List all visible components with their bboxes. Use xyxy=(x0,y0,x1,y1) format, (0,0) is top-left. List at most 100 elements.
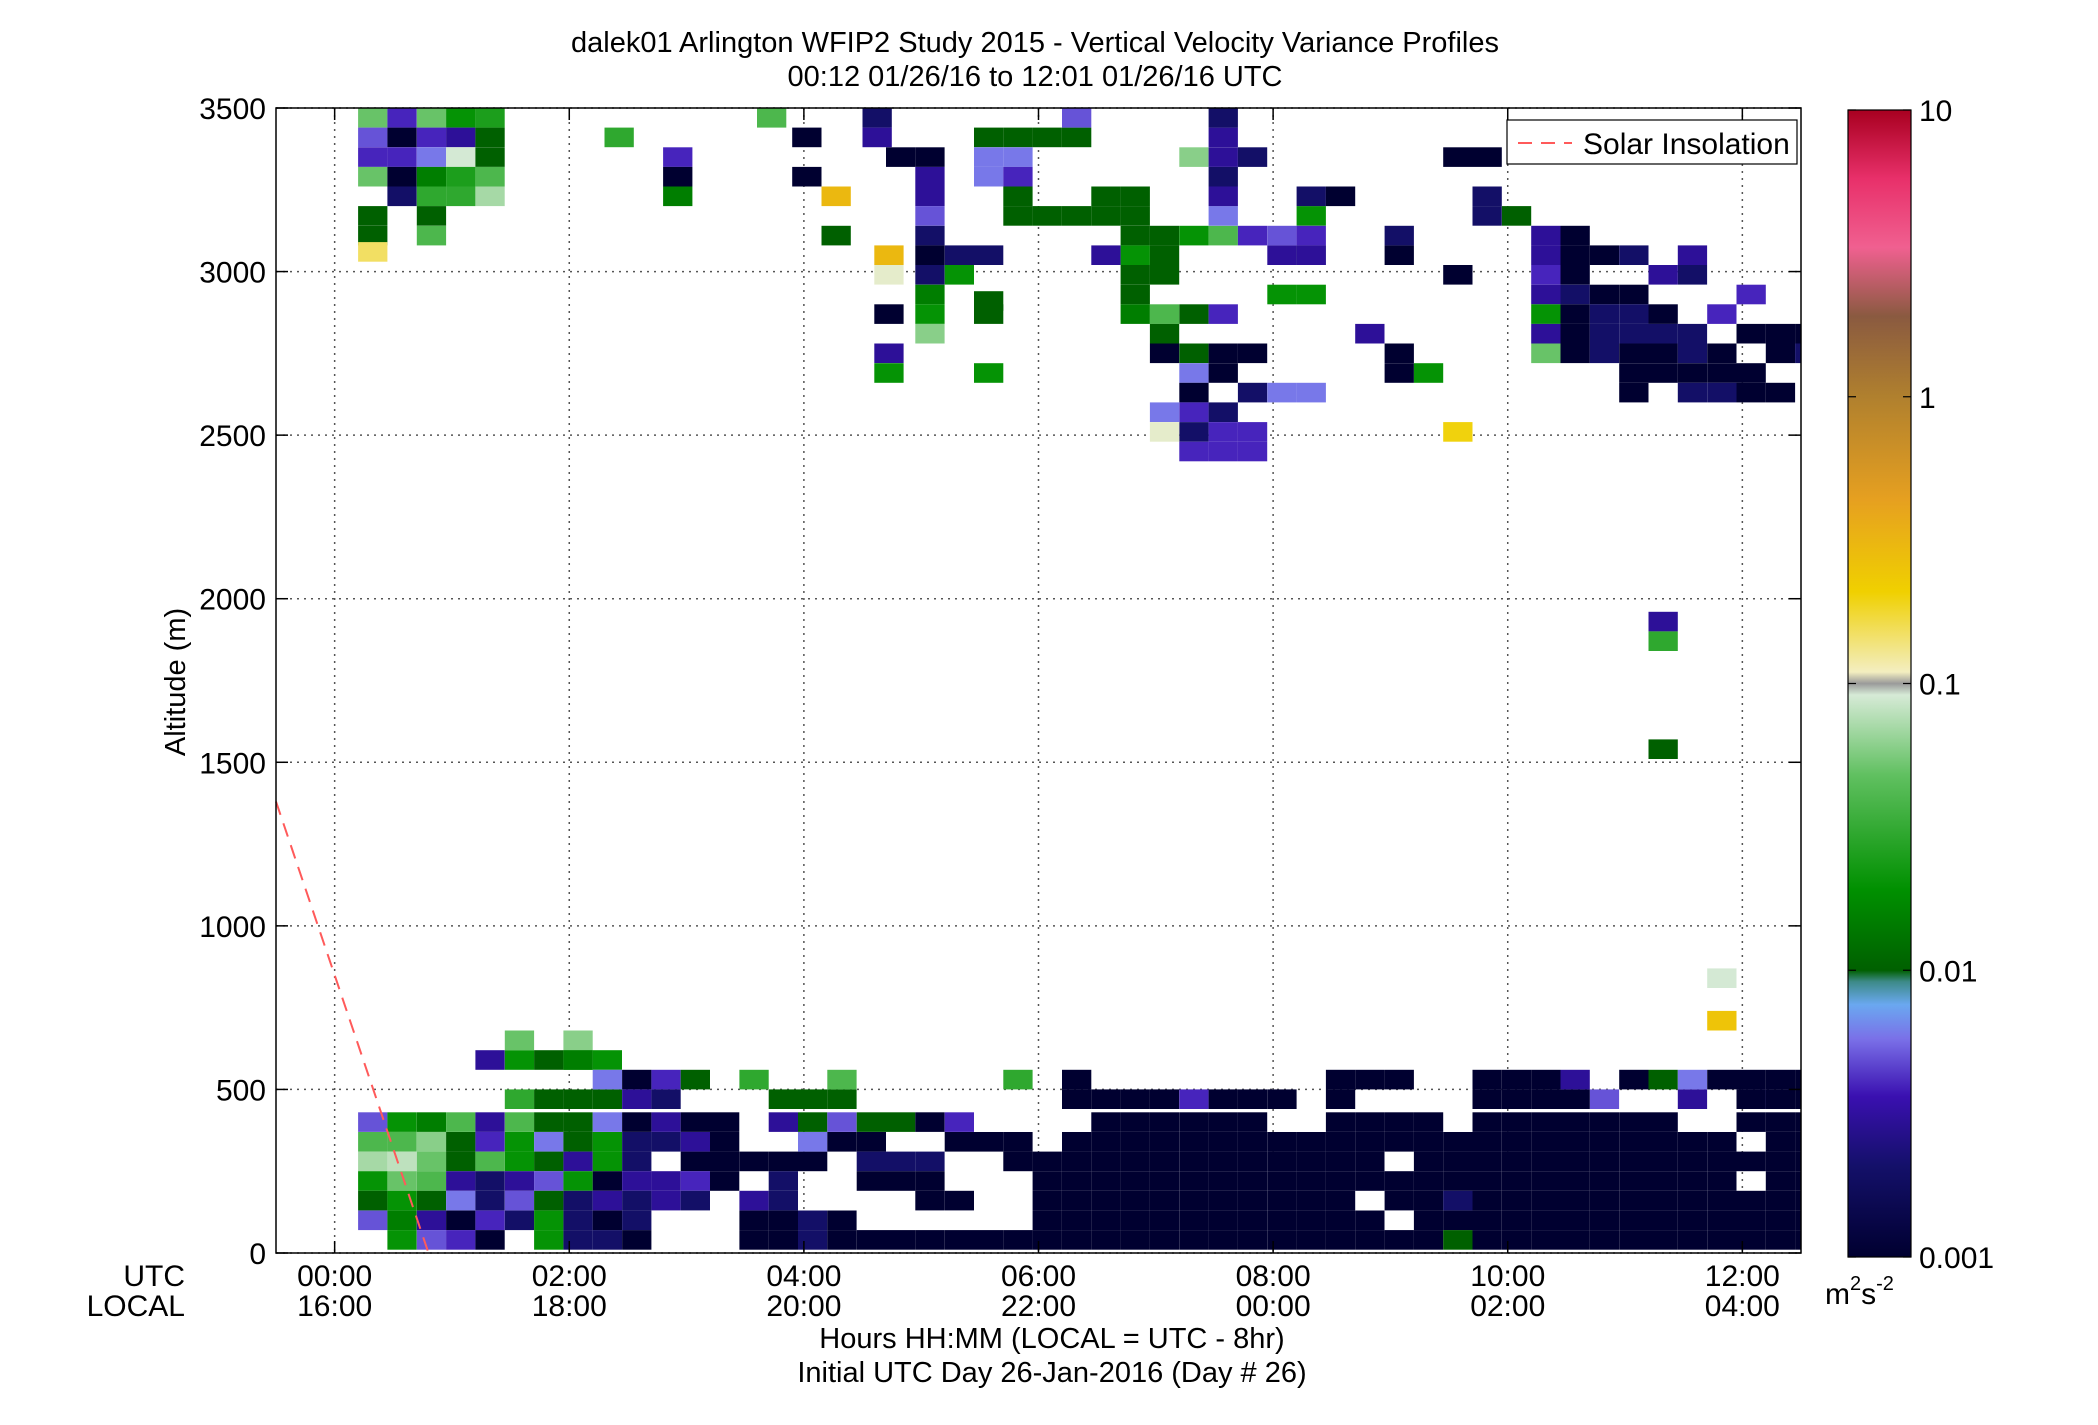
heatmap-cell xyxy=(1237,1190,1268,1211)
heatmap-cell xyxy=(1765,323,1796,344)
heatmap-cell xyxy=(504,1210,535,1231)
heatmap-cell xyxy=(1443,147,1473,167)
heatmap-cell xyxy=(1091,1171,1121,1191)
heatmap-cell xyxy=(387,1132,417,1152)
heatmap-cell xyxy=(1237,382,1268,403)
heatmap-cell xyxy=(710,1151,740,1172)
heatmap-cell xyxy=(915,323,945,344)
heatmap-cell xyxy=(1472,147,1502,167)
heatmap-cell xyxy=(1531,1069,1561,1090)
heatmap-cell xyxy=(592,1210,622,1231)
heatmap-cell xyxy=(1296,382,1326,403)
heatmap-cell xyxy=(680,1151,710,1172)
heatmap-cell xyxy=(1619,1190,1649,1211)
heatmap-cell xyxy=(1589,1230,1620,1250)
heatmap-cell xyxy=(1531,225,1561,246)
heatmap-cell xyxy=(1384,1230,1414,1250)
x-tick-label-local: 04:00 xyxy=(1705,1290,1780,1323)
local-row-label: LOCAL xyxy=(87,1290,185,1323)
heatmap-cell xyxy=(1267,1210,1297,1231)
colorbar-tick-label: 10 xyxy=(1919,95,1952,128)
heatmap-cell xyxy=(710,1171,740,1191)
heatmap-cell xyxy=(1619,363,1649,383)
heatmap-cell xyxy=(1179,304,1209,324)
heatmap-cell xyxy=(680,1112,710,1132)
x-axis-label-day: Initial UTC Day 26-Jan-2016 (Day # 26) xyxy=(797,1357,1306,1389)
heatmap-cell xyxy=(1267,1230,1297,1250)
heatmap-cell xyxy=(1091,1132,1121,1152)
heatmap-cell xyxy=(768,1112,798,1132)
heatmap-cell xyxy=(358,1190,388,1211)
heatmap-cell xyxy=(1589,1190,1620,1211)
heatmap-cell xyxy=(475,1050,505,1070)
heatmap-cell xyxy=(1648,265,1678,285)
heatmap-cell xyxy=(1677,343,1708,364)
heatmap-cell xyxy=(416,1132,447,1152)
heatmap-cell xyxy=(534,1151,564,1172)
heatmap-cell xyxy=(387,166,417,187)
heatmap-cell xyxy=(1208,1190,1238,1211)
heatmap-cell xyxy=(1267,1151,1297,1172)
colorbar-tick-label: 0.1 xyxy=(1919,669,1961,702)
heatmap-cell xyxy=(592,1190,622,1211)
heatmap-cell xyxy=(1413,1190,1444,1211)
heatmap-cell xyxy=(1531,1112,1561,1132)
heatmap-cell xyxy=(1325,1089,1356,1109)
heatmap-cell xyxy=(1765,343,1796,364)
heatmap-cell xyxy=(504,1190,535,1211)
heatmap-cell xyxy=(1501,1069,1532,1090)
heatmap-cell xyxy=(1560,245,1590,265)
heatmap-cell xyxy=(1736,1112,1766,1132)
heatmap-cell xyxy=(1795,1112,1801,1132)
heatmap-cell xyxy=(651,1069,681,1090)
heatmap-cell xyxy=(1296,1132,1326,1152)
colorbar xyxy=(1847,109,1912,1258)
heatmap-cell xyxy=(886,1230,916,1250)
heatmap-cell xyxy=(475,1171,505,1191)
heatmap-cell xyxy=(827,1112,857,1132)
heatmap-cell xyxy=(1091,1112,1121,1132)
heatmap-cell xyxy=(1384,363,1414,383)
heatmap-cell xyxy=(1707,1171,1737,1191)
heatmap-cell xyxy=(915,1112,945,1132)
heatmap-cell xyxy=(446,1132,476,1152)
heatmap-cell xyxy=(1560,265,1590,285)
heatmap-cell xyxy=(1677,363,1708,383)
heatmap-cell xyxy=(504,1112,535,1132)
heatmap-cell xyxy=(1443,1230,1473,1250)
heatmap-cell xyxy=(1560,1089,1590,1109)
heatmap-cell xyxy=(1736,382,1766,403)
y-tick-label: 2000 xyxy=(199,584,266,617)
heatmap-cell xyxy=(1237,225,1268,246)
heatmap-cell xyxy=(944,245,974,265)
heatmap-cell xyxy=(1501,1151,1532,1172)
heatmap-cell xyxy=(1619,1210,1649,1231)
heatmap-cell xyxy=(974,245,1004,265)
heatmap-cell xyxy=(874,343,904,364)
heatmap-cell xyxy=(1149,245,1180,265)
heatmap-cell xyxy=(1531,304,1561,324)
heatmap-cell xyxy=(1531,1210,1561,1231)
heatmap-cell xyxy=(1062,1089,1092,1109)
heatmap-cell xyxy=(1208,186,1238,207)
heatmap-cell xyxy=(446,108,476,128)
heatmap-cell xyxy=(1619,382,1649,403)
heatmap-cell xyxy=(798,1112,828,1132)
heatmap-cell xyxy=(1589,245,1620,265)
heatmap-cell xyxy=(563,1151,593,1172)
heatmap-cell xyxy=(974,1132,1004,1152)
x-tick-label-utc: 04:00 xyxy=(766,1260,841,1293)
heatmap-cell xyxy=(1032,206,1062,226)
x-tick-label-local: 18:00 xyxy=(532,1290,607,1323)
heatmap-cell xyxy=(1032,1171,1062,1191)
heatmap-cell xyxy=(1589,304,1620,324)
heatmap-cell xyxy=(387,186,417,207)
heatmap-cell xyxy=(1648,739,1678,759)
heatmap-cell xyxy=(1267,1132,1297,1152)
heatmap-cell xyxy=(1062,108,1092,128)
heatmap-cell xyxy=(1531,1151,1561,1172)
heatmap-cell xyxy=(534,1050,564,1070)
heatmap-cell xyxy=(1149,323,1180,344)
heatmap-cell xyxy=(1589,1112,1620,1132)
heatmap-cell xyxy=(1736,1190,1766,1211)
